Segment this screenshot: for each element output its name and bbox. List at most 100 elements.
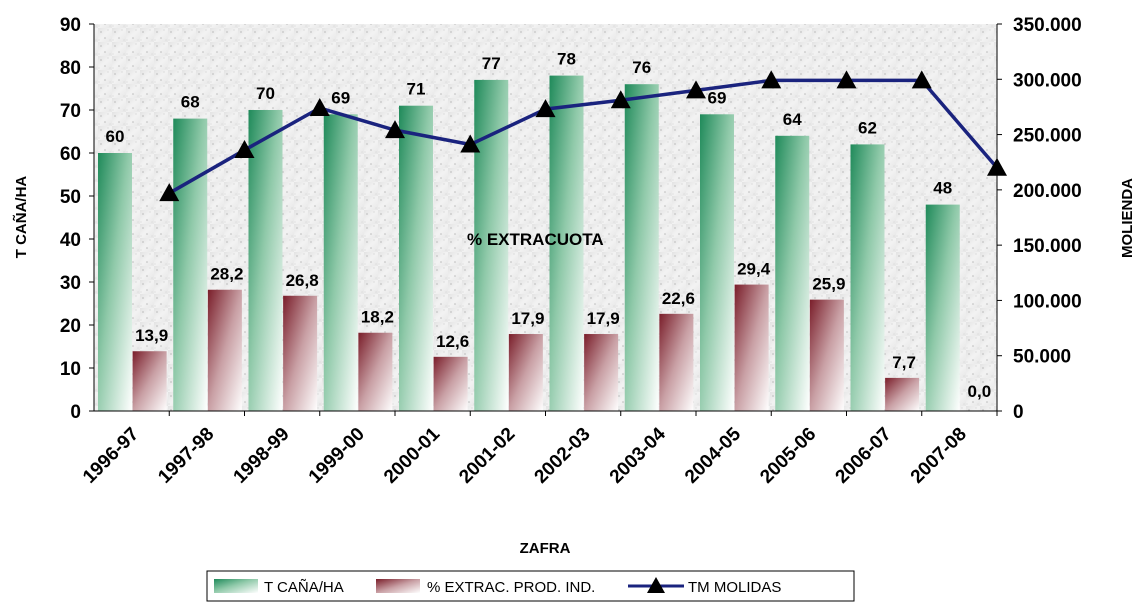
bar-t-cana-ha	[850, 144, 885, 411]
x-tick-label: 2005-06	[756, 424, 820, 488]
legend-label-extrac-prod-ind: % EXTRAC. PROD. IND.	[427, 579, 595, 596]
data-labels: 60 13,9 68 28,2 70 26,8 69 18,2 71 12,6 77 17,9 78 17…	[106, 50, 992, 401]
x-tick-label: 2002-03	[531, 424, 595, 488]
y2-tick-label: 350.000	[1013, 15, 1082, 36]
bar-extrac-prod-ind	[734, 284, 769, 411]
bar-t-cana-ha	[173, 118, 208, 411]
line-path-tm-molidas	[168, 78, 999, 195]
line-point-tm-molidas	[911, 70, 932, 89]
line-point-tm-molidas	[761, 70, 782, 89]
bar-t-cana-ha	[624, 84, 659, 411]
x-axis-title: ZAFRA	[520, 540, 571, 557]
x-tick-label: 2006-07	[832, 424, 896, 488]
legend-swatch-tm-molidas-marker	[647, 577, 665, 593]
y2-tick-label: 250.000	[1013, 126, 1082, 147]
legend-swatch-t-cana-ha	[214, 579, 258, 593]
x-tick-label: 2003-04	[606, 423, 670, 487]
y2-tick-label: 100.000	[1013, 291, 1082, 312]
bar-t-cana-ha	[925, 204, 960, 411]
data-label-t-cana-ha: 68	[181, 93, 200, 112]
line-point-tm-molidas	[385, 120, 405, 139]
bar-extrac-prod-ind	[659, 313, 694, 411]
y-tick-label: 50	[60, 187, 81, 208]
x-tick-label: 2007-08	[907, 424, 971, 488]
line-point-tm-molidas	[610, 90, 631, 109]
bar-t-cana-ha	[323, 114, 358, 412]
legend-box	[206, 570, 855, 602]
left-axis-ticks: 0 10 20 30 40 50 60 70 80 90	[60, 15, 94, 423]
y-tick-label: 40	[60, 230, 81, 251]
data-label-extrac-prod-ind: 25,9	[812, 275, 845, 294]
x-tick-label: 1999-00	[305, 424, 369, 488]
bar-t-cana-ha	[399, 105, 433, 411]
x-tick-label: 1996-97	[79, 424, 143, 488]
y-tick-label: 10	[60, 359, 81, 380]
data-label-t-cana-ha: 76	[632, 58, 651, 77]
line-point-tm-molidas	[686, 80, 706, 99]
y-tick-label: 90	[60, 15, 81, 36]
bar-extrac-prod-ind	[584, 334, 619, 411]
data-label-t-cana-ha: 62	[858, 118, 877, 137]
y2-axis-title: MOLIENDA	[1119, 178, 1136, 258]
legend-label-t-cana-ha: T CAÑA/HA	[264, 579, 344, 596]
bar-t-cana-ha	[549, 75, 584, 411]
x-tick-label: 2001-02	[455, 424, 519, 488]
bar-extrac-prod-ind	[885, 377, 920, 411]
right-axis-ticks: 0 50.000 100.000 150.000 200.000 250.000 300.0…	[997, 15, 1082, 423]
data-label-t-cana-ha: 48	[933, 179, 952, 198]
line-point-tm-molidas	[535, 99, 556, 118]
y-tick-label: 0	[70, 402, 81, 423]
line-point-tm-molidas	[309, 98, 330, 117]
data-label-extrac-prod-ind: 22,6	[662, 289, 695, 308]
data-label-t-cana-ha: 64	[783, 110, 802, 129]
bars-extrac-prod-ind	[132, 284, 920, 411]
bar-extrac-prod-ind	[358, 332, 393, 411]
y2-tick-label: 150.000	[1013, 236, 1082, 257]
annotation-extracuota: % EXTRACUOTA	[467, 230, 604, 249]
data-label-t-cana-ha: 71	[407, 80, 426, 99]
x-axis-ticks: 1996-97 1997-98 1998-99 1999-00 2000-01 2001-…	[79, 411, 998, 488]
legend-swatch-extrac-prod-ind	[376, 579, 420, 593]
data-label-t-cana-ha: 70	[256, 84, 275, 103]
data-label-extrac-prod-ind: 12,6	[436, 332, 469, 351]
y-axis-title: T CAÑA/HA	[12, 176, 30, 259]
data-label-extrac-prod-ind: 7,7	[892, 353, 916, 372]
y-tick-label: 70	[60, 101, 81, 122]
y-tick-label: 80	[60, 58, 81, 79]
data-label-t-cana-ha: 77	[482, 54, 501, 73]
y2-tick-label: 0	[1013, 402, 1024, 423]
y-tick-label: 30	[60, 273, 81, 294]
x-tick-label: 2004-05	[681, 423, 745, 487]
data-label-extrac-prod-ind: 28,2	[210, 265, 243, 284]
data-label-extrac-prod-ind: 18,2	[361, 308, 394, 327]
data-label-extrac-prod-ind: 26,8	[286, 271, 319, 290]
y2-tick-label: 50.000	[1013, 347, 1071, 368]
data-label-extrac-prod-ind: 13,9	[135, 326, 168, 345]
x-tick-label: 1997-98	[154, 424, 218, 488]
legend-label-tm-molidas: TM MOLIDAS	[688, 579, 781, 596]
line-point-tm-molidas	[159, 183, 180, 202]
line-point-tm-molidas	[234, 140, 255, 159]
data-label-t-cana-ha: 60	[106, 127, 125, 146]
data-label-t-cana-ha: 78	[557, 50, 576, 69]
data-label-t-cana-ha: 69	[708, 88, 727, 107]
bar-t-cana-ha	[248, 110, 283, 411]
y2-tick-label: 300.000	[1013, 70, 1082, 91]
bar-extrac-prod-ind	[207, 289, 242, 411]
data-label-extrac-prod-ind: 17,9	[587, 309, 620, 328]
bar-t-cana-ha	[98, 153, 132, 411]
x-tick-label: 1998-99	[230, 424, 294, 488]
data-label-extrac-prod-ind: 17,9	[511, 309, 544, 328]
y2-tick-label: 200.000	[1013, 181, 1082, 202]
data-label-t-cana-ha: 69	[331, 88, 350, 107]
line-point-tm-molidas	[836, 70, 857, 89]
bar-t-cana-ha	[700, 114, 734, 412]
bar-extrac-prod-ind	[132, 351, 167, 411]
data-label-extrac-prod-ind: 0,0	[968, 382, 992, 401]
data-label-extrac-prod-ind: 29,4	[737, 260, 771, 279]
bars-t-cana-ha	[98, 75, 960, 412]
bar-extrac-prod-ind	[433, 356, 468, 411]
bar-extrac-prod-ind	[508, 334, 543, 411]
